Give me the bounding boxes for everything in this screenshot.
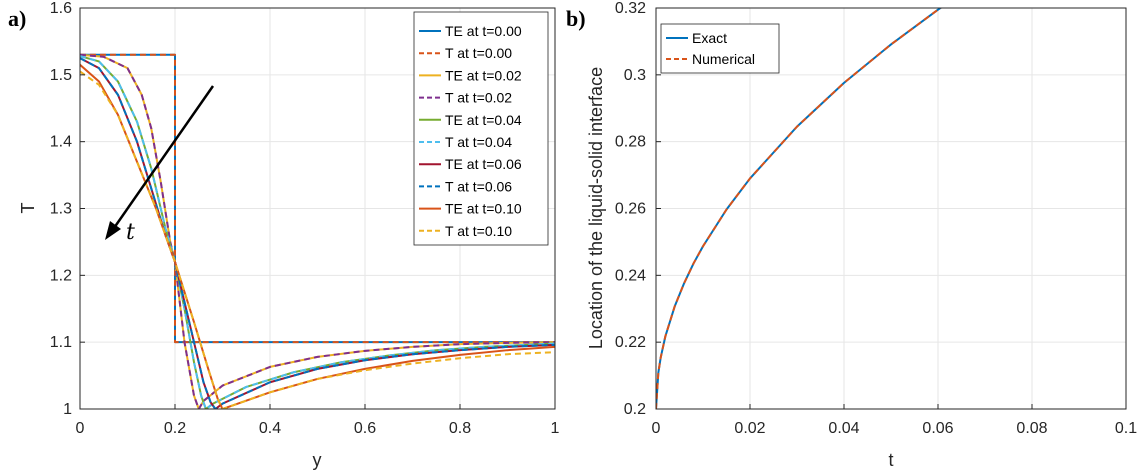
legend-entry: T at t=0.10 xyxy=(445,223,512,239)
x-tick-label: 0.02 xyxy=(734,420,765,437)
x-tick-label: 0.04 xyxy=(828,420,859,437)
time-arrow-head xyxy=(105,221,121,240)
x-tick-label: 0.4 xyxy=(259,420,281,437)
y-tick-label: 1.4 xyxy=(50,134,72,151)
x-tick-label: 0 xyxy=(652,420,661,437)
x-tick-label: 0 xyxy=(76,420,85,437)
series-line-6 xyxy=(80,55,555,409)
panel-a-legend: TE at t=0.00 T at t=0.00 TE at t=0.02 T at … xyxy=(413,11,549,246)
y-tick-label: 0.2 xyxy=(624,401,646,418)
x-tick-label: 0.8 xyxy=(449,420,471,437)
panel-a-ylabel: T xyxy=(18,203,38,214)
y-tick-label: 0.3 xyxy=(624,67,646,84)
y-tick-label: 0.28 xyxy=(615,134,646,151)
y-tick-label: 0.26 xyxy=(615,201,646,218)
panel-b-legend-box xyxy=(660,23,780,74)
legend-entry: T at t=0.00 xyxy=(445,45,512,61)
y-tick-label: 0.32 xyxy=(615,0,646,17)
legend-entry: T at t=0.06 xyxy=(445,178,512,194)
panel-b-ticks: 0 0.02 0.04 0.06 0.08 0.1 0.2 0.22 0.24 0.26 0.28 0… xyxy=(615,0,1137,437)
x-tick-label: 0.1 xyxy=(1115,420,1137,437)
panel-b-lines xyxy=(656,8,943,409)
legend-entry: TE at t=0.02 xyxy=(445,67,522,83)
y-tick-label: 1 xyxy=(63,401,72,418)
y-tick-label: 1.6 xyxy=(50,0,72,17)
legend-entry: TE at t=0.06 xyxy=(445,156,522,172)
panel-a-chart: a) 0 0.2 0.4 0.6 0.8 1 1 1.1 1.2 1.3 1.4 1.5 1.6 y T… xyxy=(8,0,560,470)
y-tick-label: 0.22 xyxy=(615,334,646,351)
panel-a-xlabel: y xyxy=(313,450,322,470)
panel-b-chart: b) 0 0.02 0.04 0.06 0.08 0.1 0.2 0.22 0.24 0.26 0.… xyxy=(566,0,1137,470)
x-tick-label: 0.2 xyxy=(164,420,186,437)
legend-entry: Exact xyxy=(692,30,727,46)
x-tick-label: 0.06 xyxy=(922,420,953,437)
y-tick-label: 1.1 xyxy=(50,334,72,351)
series-line-8 xyxy=(80,57,555,409)
x-tick-label: 0.6 xyxy=(354,420,376,437)
series-line-10 xyxy=(80,70,555,409)
panel-a-legend-box xyxy=(413,11,549,246)
panel-b-legend: Exact Numerical xyxy=(660,23,780,74)
time-arrow-label: t xyxy=(126,220,135,245)
y-tick-label: 1.3 xyxy=(50,201,72,218)
time-arrow xyxy=(112,85,215,229)
panel-a-label: a) xyxy=(8,6,26,31)
y-tick-label: 1.5 xyxy=(50,67,72,84)
panel-a-ticks: 0 0.2 0.4 0.6 0.8 1 1 1.1 1.2 1.3 1.4 1.5 1.6 xyxy=(50,0,560,437)
legend-entry: T at t=0.04 xyxy=(445,134,512,150)
legend-entry: Numerical xyxy=(692,51,755,67)
legend-entry: TE at t=0.04 xyxy=(445,112,522,128)
y-tick-label: 0.24 xyxy=(615,267,646,284)
legend-entry: TE at t=0.10 xyxy=(445,201,522,217)
x-tick-label: 1 xyxy=(551,420,560,437)
y-tick-label: 1.2 xyxy=(50,267,72,284)
series-line-4 xyxy=(80,53,555,409)
series-line-2 xyxy=(656,8,943,409)
x-tick-label: 0.08 xyxy=(1016,420,1047,437)
panel-a-lines xyxy=(80,53,555,409)
panel-b-label: b) xyxy=(566,6,586,31)
panel-b-xlabel: t xyxy=(888,450,893,470)
series-line-2 xyxy=(80,53,555,344)
legend-entry: TE at t=0.00 xyxy=(445,23,522,39)
legend-entry: T at t=0.02 xyxy=(445,90,512,106)
panel-b-ylabel: Location of the liquid-solid interface xyxy=(586,67,606,349)
